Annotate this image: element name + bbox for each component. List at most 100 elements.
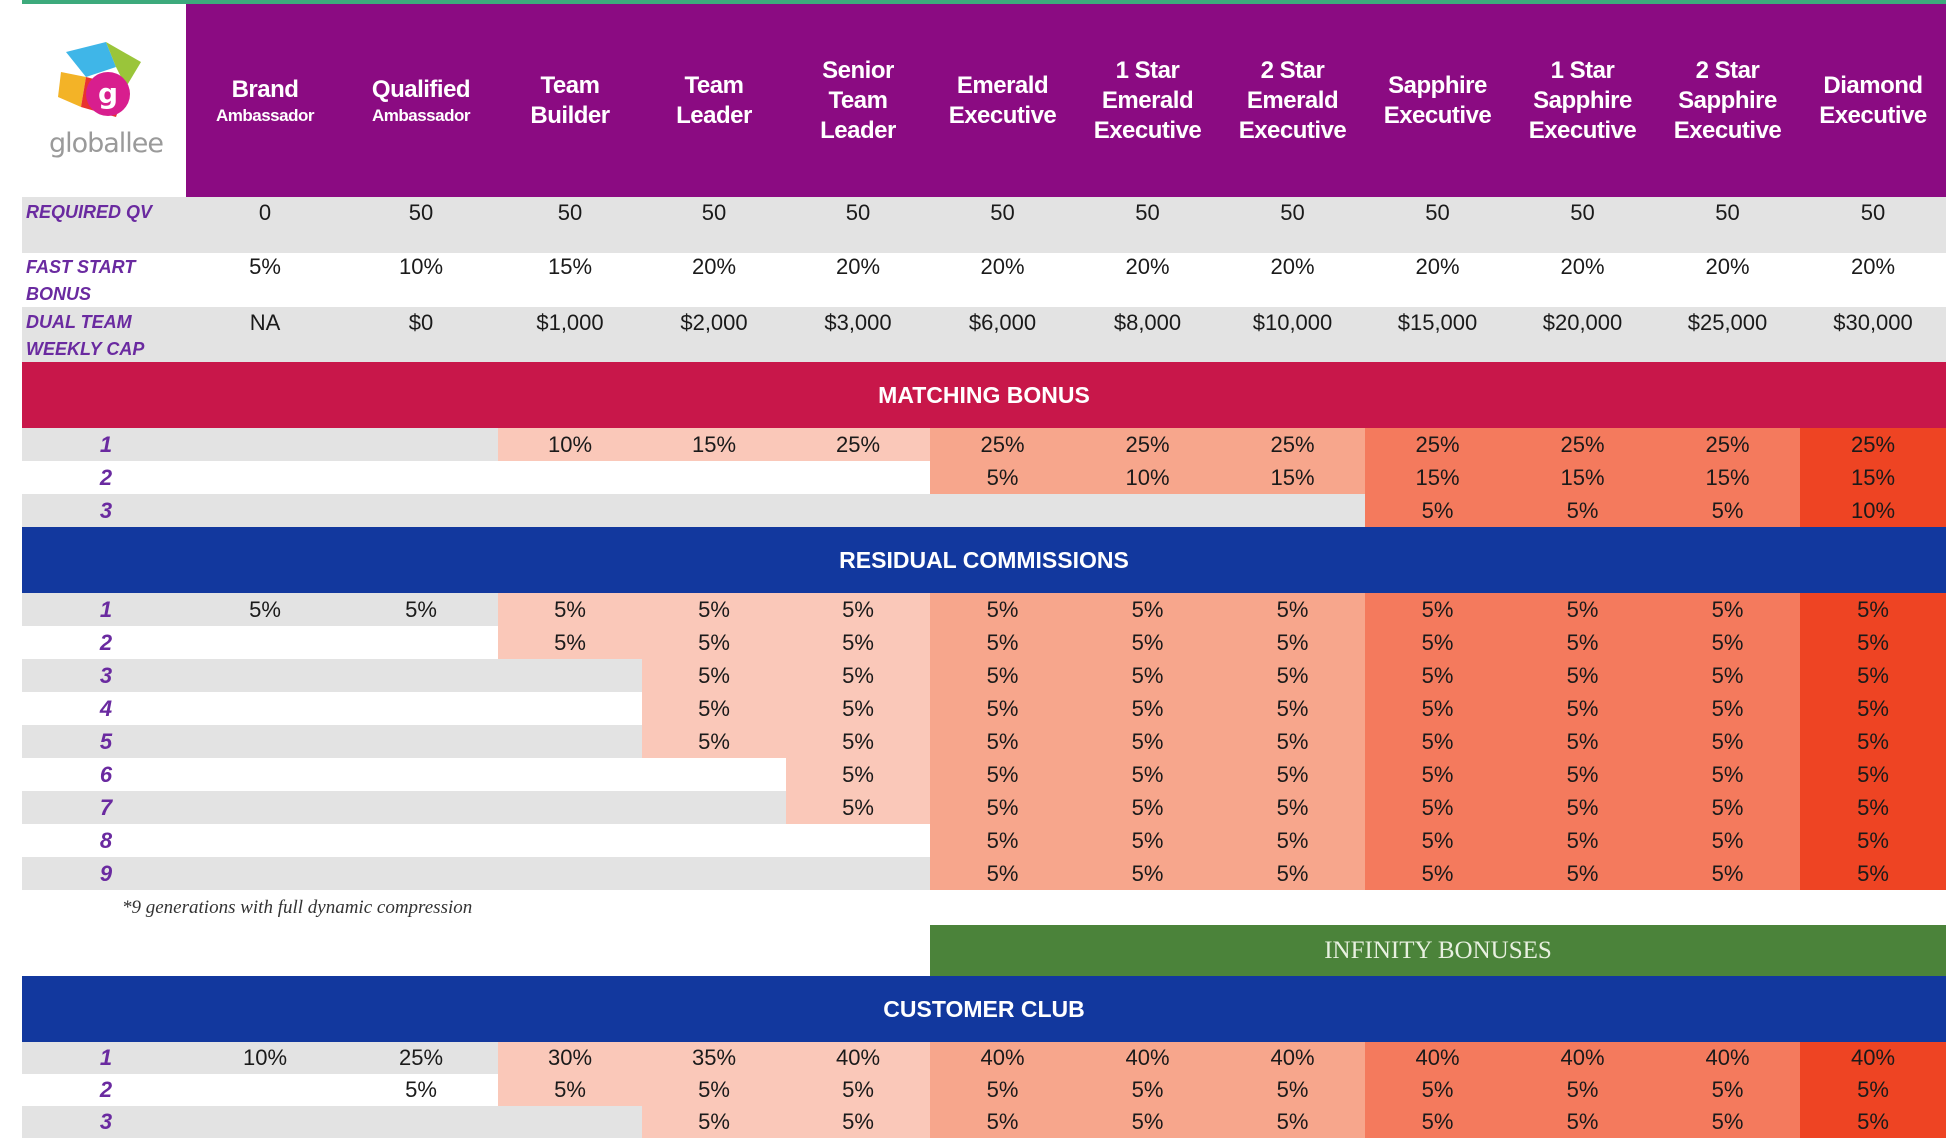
residual-value: 5% [1566, 663, 1599, 688]
residual-value: 5% [1857, 729, 1889, 754]
fast-start-value: 20% [1270, 254, 1315, 279]
matching-value: 15% [1270, 465, 1315, 490]
fast-start-value: 20% [1415, 254, 1460, 279]
rank-header-line: Sapphire [1388, 71, 1487, 99]
matching-value: 25% [1560, 432, 1605, 457]
rank-header-line: Sapphire [1678, 86, 1777, 114]
residual-value: 5% [1421, 630, 1454, 655]
residual-value: 5% [1276, 597, 1309, 622]
customer-club-value: 35% [691, 1045, 737, 1070]
residual-value: 5% [1857, 762, 1889, 787]
rank-header: 1 Star Emerald Executive [1075, 4, 1220, 197]
dual-team-value: NA [249, 310, 281, 335]
matching-value: 25% [1850, 432, 1896, 457]
residual-value: 5% [842, 795, 874, 820]
residual-value: 5% [842, 630, 874, 655]
residual-generation: 8 [99, 828, 113, 853]
residual-value: 5% [1711, 861, 1744, 886]
rank-header: Team Leader [642, 4, 786, 197]
customer-club-value: 5% [1276, 1109, 1309, 1134]
dual-team-value: $1,000 [536, 310, 604, 335]
residual-value: 5% [1566, 828, 1599, 853]
customer-club-value: 40% [1705, 1045, 1750, 1070]
matching-value: 5% [986, 465, 1019, 490]
residual-tier-fill [930, 824, 1365, 857]
customer-club-value: 5% [1711, 1109, 1744, 1134]
fast-start-value: 20% [691, 254, 737, 279]
fast-start-value: 20% [1850, 254, 1896, 279]
residual-tier-fill [1800, 824, 1946, 857]
fast-start-value: 20% [1560, 254, 1605, 279]
residual-tier-fill [1800, 857, 1946, 890]
customer-club-value: 5% [1566, 1109, 1599, 1134]
customer-club-tier-fill [930, 1074, 1365, 1106]
required-qv-value: 50 [701, 200, 727, 225]
residual-value: 5% [842, 597, 874, 622]
rank-header-line: 1 Star [1115, 56, 1180, 84]
customer-club-tier-fill [1800, 1106, 1946, 1138]
rank-header: Emerald Executive [930, 4, 1075, 197]
rank-header-line: Executive [1383, 101, 1492, 129]
rank-header-line: Team [828, 86, 888, 114]
rank-header-line: Executive [1238, 116, 1347, 144]
residual-value: 5% [1857, 630, 1889, 655]
customer-club-value: 5% [698, 1077, 730, 1102]
residual-value: 5% [554, 597, 586, 622]
residual-value: 5% [842, 729, 874, 754]
residual-tier-fill [1800, 725, 1946, 758]
customer-club-value: 5% [405, 1077, 437, 1102]
residual-tier-fill [498, 626, 930, 659]
residual-value: 5% [1857, 696, 1889, 721]
residual-value: 5% [698, 630, 730, 655]
customer-club-tier-fill [1800, 1074, 1946, 1106]
residual-tier-fill [1365, 824, 1800, 857]
rank-header-line: Emerald [1101, 86, 1194, 114]
residual-value: 5% [1566, 795, 1599, 820]
residual-tier-fill [1800, 593, 1946, 626]
residual-value: 5% [1711, 663, 1744, 688]
residual-tier-fill [1365, 857, 1800, 890]
rank-header-line: Leader [820, 116, 896, 144]
matching-value: 5% [1711, 498, 1744, 523]
matching-value: 15% [1705, 465, 1750, 490]
residual-value: 5% [1131, 861, 1164, 886]
residual-value: 5% [1421, 762, 1454, 787]
required-qv-value: 50 [1715, 200, 1740, 225]
residual-value: 5% [1276, 861, 1309, 886]
matching-tier-fill [1800, 428, 1946, 461]
rank-header-line: 2 Star [1695, 56, 1760, 84]
dual-team-value: $10,000 [1252, 310, 1333, 335]
residual-value: 5% [1131, 795, 1164, 820]
matching-value: 5% [1421, 498, 1454, 523]
customer-club-tier-fill [498, 1042, 930, 1074]
customer-club-tier-fill [1365, 1074, 1800, 1106]
residual-value: 5% [1276, 795, 1309, 820]
customer-club-value: 5% [1711, 1077, 1744, 1102]
rank-header-line: Sapphire [1533, 86, 1632, 114]
customer-club-value: 5% [986, 1077, 1019, 1102]
residual-tier-fill [1800, 659, 1946, 692]
fast-start-label-line2: BONUS [26, 284, 92, 304]
residual-tier-fill [1365, 791, 1800, 824]
rank-header: 1 Star Sapphire Executive [1510, 4, 1655, 197]
rank-header: 2 Star Sapphire Executive [1655, 4, 1800, 197]
residual-value: 5% [1857, 663, 1889, 688]
required-qv-value: 50 [557, 200, 583, 225]
residual-value: 5% [1857, 795, 1889, 820]
residual-value: 5% [1421, 861, 1454, 886]
required-qv-value: 50 [990, 200, 1015, 225]
required-qv-value: 50 [1570, 200, 1595, 225]
residual-generation: 5 [99, 729, 113, 754]
rank-header-line: Executive [948, 101, 1057, 129]
customer-club-value: 40% [1850, 1045, 1896, 1070]
residual-value: 5% [986, 630, 1019, 655]
rank-header-line: Senior [822, 56, 894, 84]
rank-header-line: Ambassador [216, 105, 314, 125]
residual-value: 5% [1857, 597, 1889, 622]
residual-tier-fill [1800, 758, 1946, 791]
customer-club-value: 5% [842, 1077, 874, 1102]
residual-value: 5% [1566, 861, 1599, 886]
top-accent-line [22, 0, 1946, 4]
residual-tier-fill [930, 791, 1365, 824]
customer-club-generation: 2 [99, 1077, 113, 1102]
